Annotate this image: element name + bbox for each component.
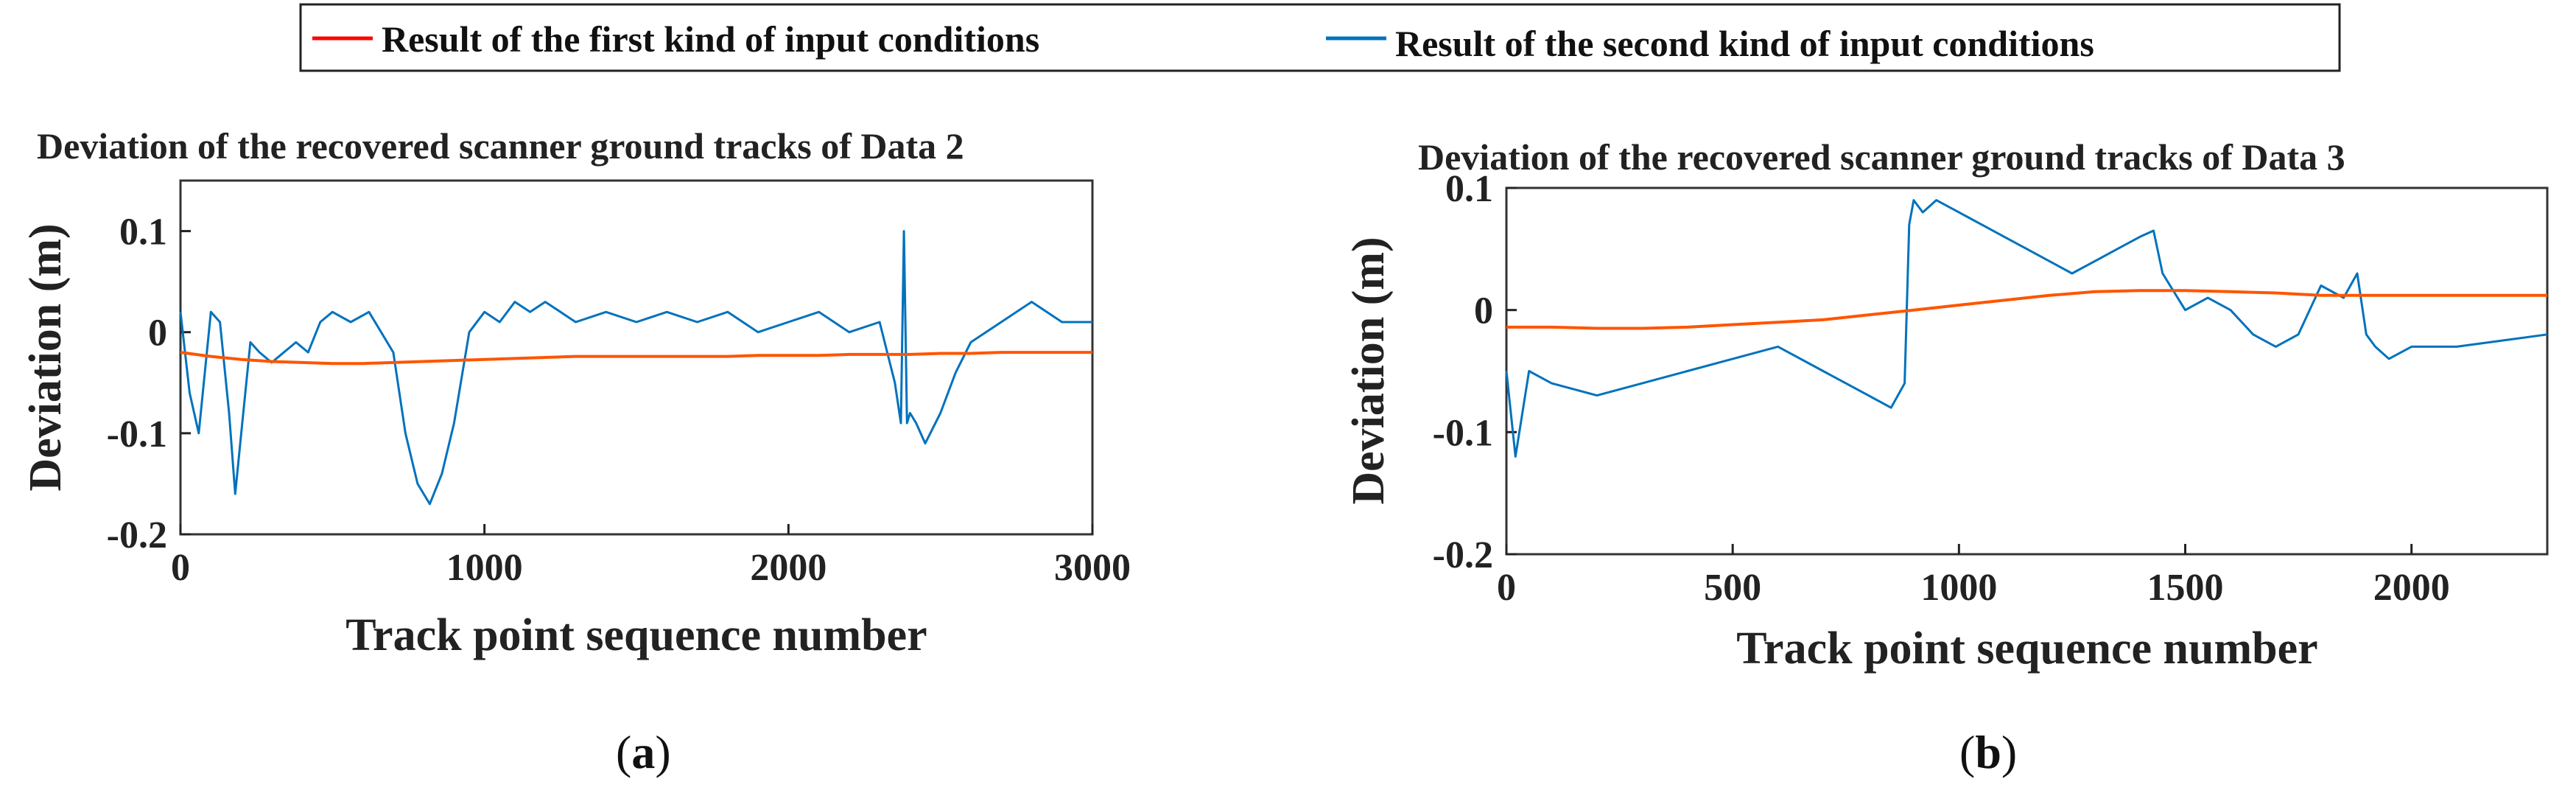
chart-a-ytick-label: 0.1 <box>119 212 167 254</box>
panel-label-a: (a) <box>616 726 671 778</box>
chart-b-ytick-label: -0.1 <box>1433 412 1493 454</box>
chart-a-x-axis: 0 1000 2000 3000 <box>171 524 1131 589</box>
chart-b-series-1-line <box>1506 289 2547 330</box>
panel-b-close: ) <box>2001 726 2017 778</box>
chart-a-plot-area <box>179 230 1092 506</box>
chart-b-frame <box>1505 186 2549 556</box>
chart-a: Deviation of the recovered scanner groun… <box>21 125 1131 778</box>
chart-b-xtick-label: 1000 <box>1920 567 1997 609</box>
chart-a-frame <box>179 179 1094 536</box>
legend-label-series2: Result of the second kind of input condi… <box>1395 23 2094 64</box>
chart-b-xtick-label: 500 <box>1704 567 1761 609</box>
chart-a-ylabel: Deviation (m) <box>21 223 71 491</box>
chart-b-plot-area <box>1505 199 2548 458</box>
chart-a-xtick-label: 1000 <box>446 547 523 589</box>
chart-b-xlabel: Track point sequence number <box>1736 623 2317 674</box>
chart-b-ytick-label: -0.2 <box>1433 534 1493 576</box>
chart-b-xtick-label: 2000 <box>2373 567 2450 609</box>
chart-b: Deviation of the recovered scanner groun… <box>1344 136 2549 778</box>
chart-a-ytick-label: -0.1 <box>107 413 167 455</box>
chart-b-y-axis: -0.2 -0.1 0 0.1 <box>1433 168 1517 576</box>
chart-a-series-1-line <box>180 351 1092 366</box>
panel-a-close: ) <box>655 726 670 778</box>
legend-label-series1: Result of the first kind of input condit… <box>382 18 1039 60</box>
chart-b-series-2-line <box>1505 199 2548 458</box>
chart-a-xtick-label: 0 <box>171 547 190 589</box>
legend-box <box>299 3 2341 72</box>
chart-a-ytick-label: -0.2 <box>107 514 167 556</box>
chart-a-title: Deviation of the recovered scanner groun… <box>37 125 964 167</box>
chart-a-series-2-line <box>179 230 1092 506</box>
legend: Result of the first kind of input condit… <box>299 3 2341 72</box>
panel-a-open: ( <box>616 726 631 778</box>
panel-a-letter: a <box>631 726 655 778</box>
panel-b-open: ( <box>1959 726 1975 778</box>
chart-b-ytick-label: 0 <box>1474 290 1493 332</box>
panel-b-letter: b <box>1975 726 2001 778</box>
chart-b-x-axis: 0 500 1000 1500 2000 <box>1497 544 2450 609</box>
panel-label-b: (b) <box>1959 726 2017 778</box>
chart-b-title: Deviation of the recovered scanner groun… <box>1418 136 2345 178</box>
chart-a-ytick-label: 0 <box>148 312 167 354</box>
chart-a-xtick-label: 2000 <box>750 547 827 589</box>
chart-a-xtick-label: 3000 <box>1054 547 1131 589</box>
chart-b-ytick-label: 0.1 <box>1445 168 1493 210</box>
chart-b-xtick-label: 0 <box>1497 567 1516 609</box>
chart-a-y-axis: -0.2 -0.1 0 0.1 <box>107 212 191 556</box>
chart-b-xtick-label: 1500 <box>2147 567 2224 609</box>
chart-a-xlabel: Track point sequence number <box>345 610 927 660</box>
chart-b-ylabel: Deviation (m) <box>1344 237 1394 504</box>
